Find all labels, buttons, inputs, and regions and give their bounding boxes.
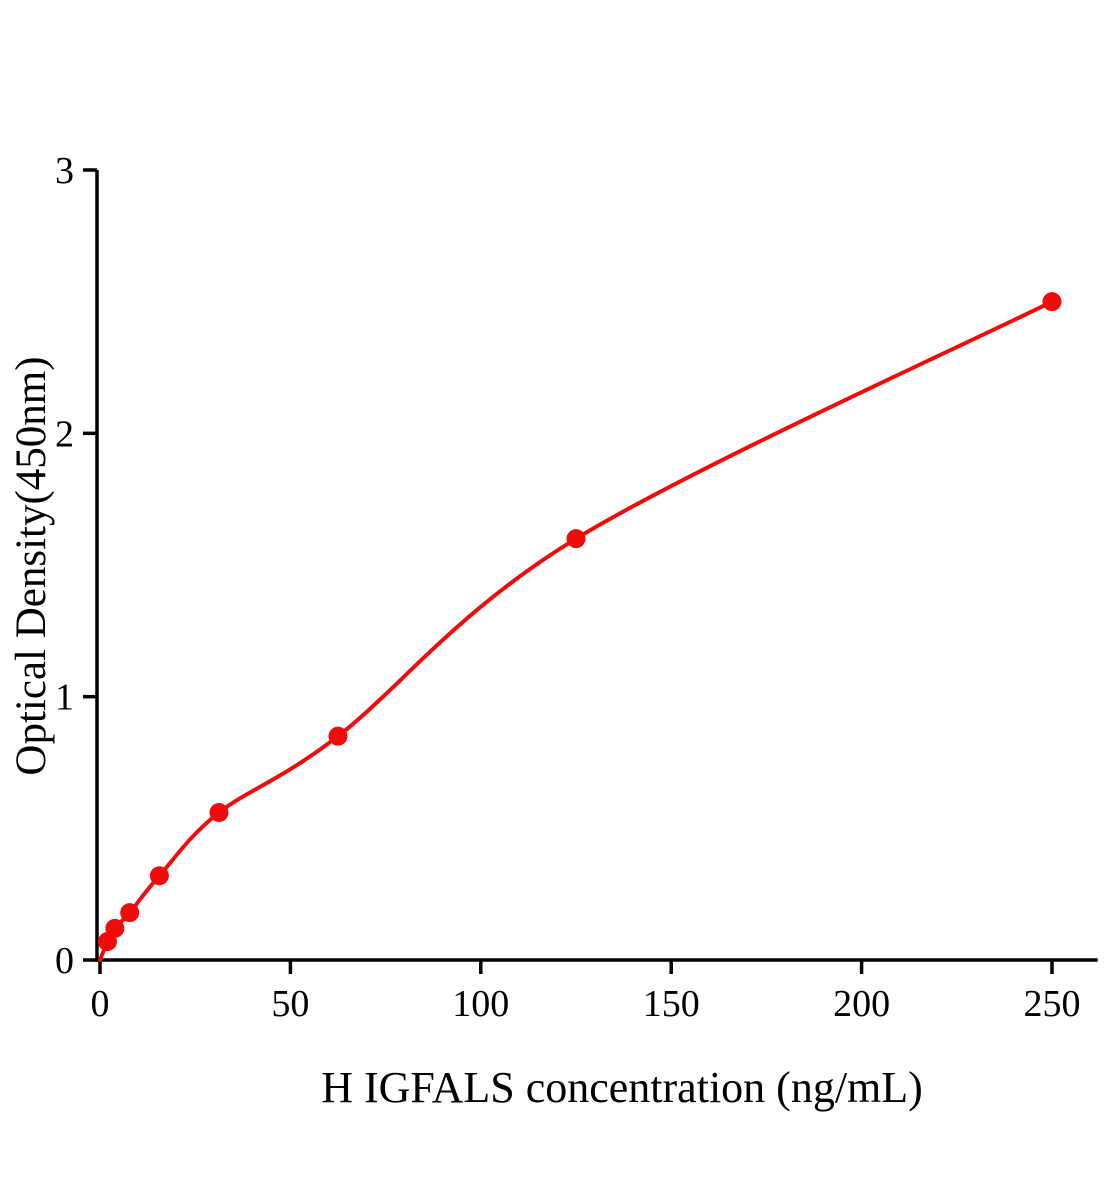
data-point-marker: [105, 918, 125, 938]
x-tick-label: 150: [643, 983, 700, 1025]
x-tick-label: 50: [271, 983, 309, 1025]
x-tick-label: 250: [1024, 983, 1081, 1025]
y-tick-label: 3: [55, 150, 74, 192]
y-tick-label: 1: [55, 677, 74, 719]
y-tick-label: 0: [55, 940, 74, 982]
fitted-curve: [98, 299, 1054, 962]
y-axis-title: Optical Density(450nm): [8, 356, 55, 776]
x-tick-label: 200: [833, 983, 890, 1025]
data-point-marker: [328, 726, 348, 746]
data-point-marker: [209, 803, 229, 823]
data-point-marker: [566, 529, 586, 549]
x-tick-label: 100: [452, 983, 509, 1025]
data-point-marker: [120, 903, 140, 923]
data-point-marker: [1042, 292, 1062, 312]
x-axis-title: H IGFALS concentration (ng/mL): [321, 1063, 923, 1112]
data-point-marker: [149, 866, 169, 886]
y-tick-label: 2: [55, 413, 74, 455]
x-tick-label: 0: [91, 983, 110, 1025]
